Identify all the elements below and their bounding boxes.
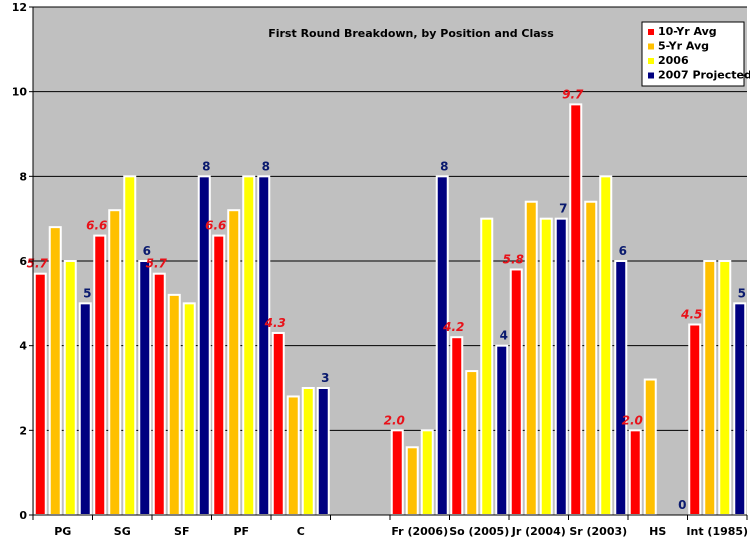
y-tick-label: 2 <box>19 424 27 437</box>
bar-2006 <box>599 175 613 516</box>
data-label-10yr: 2.0 <box>384 413 405 427</box>
bar-2007-projected <box>316 387 330 516</box>
bar-2007-projected <box>495 344 509 516</box>
x-tick-label: Sr (2003) <box>569 525 627 538</box>
bars <box>33 103 747 517</box>
data-label-2007: 0 <box>678 498 686 512</box>
y-tick-label: 12 <box>12 1 27 14</box>
bar-10-yr-avg <box>33 272 47 517</box>
data-label-2007: 4 <box>500 329 508 343</box>
data-label-10yr: 4.5 <box>680 308 702 322</box>
bar-5-yr-avg <box>227 209 241 516</box>
y-tick-label: 0 <box>19 509 27 522</box>
bar-2006 <box>182 302 196 517</box>
bar-5-yr-avg <box>167 293 181 516</box>
bar-2007-projected <box>78 302 92 517</box>
bar-2006 <box>718 260 732 516</box>
legend-entry: 5-Yr Avg <box>658 40 709 53</box>
x-tick-label: HS <box>649 525 666 538</box>
y-tick-label: 4 <box>19 340 27 353</box>
data-label-10yr: 5.8 <box>503 252 524 266</box>
bar-10-yr-avg <box>390 429 404 517</box>
x-tick-label: Int (1985) <box>686 525 748 538</box>
bar-5-yr-avg <box>108 209 122 516</box>
chart-title: First Round Breakdown, by Position and C… <box>268 27 554 40</box>
x-tick-label: SG <box>114 525 131 538</box>
bar-5-yr-avg <box>48 226 62 516</box>
data-label-2007: 8 <box>440 159 448 173</box>
data-label-10yr: 5.7 <box>27 257 49 271</box>
bar-10-yr-avg <box>509 268 523 517</box>
bar-2006 <box>242 175 256 516</box>
data-labels: 5.756.665.786.684.332.084.245.879.762.00… <box>27 87 746 512</box>
gridlines <box>33 6 747 431</box>
x-tick-label: Fr (2006) <box>391 525 448 538</box>
data-label-10yr: 4.3 <box>264 316 286 330</box>
bar-5-yr-avg <box>465 370 479 517</box>
data-label-2007: 8 <box>202 159 210 173</box>
data-label-2007: 3 <box>321 371 329 385</box>
y-tick-label: 8 <box>19 170 27 183</box>
bar-10-yr-avg <box>212 234 226 516</box>
bar-10-yr-avg <box>688 323 702 516</box>
legend-swatch <box>648 72 654 79</box>
bar-5-yr-avg <box>643 378 657 516</box>
bar-2006 <box>539 217 553 517</box>
bar-2006 <box>63 260 77 516</box>
bar-2007-projected <box>554 217 568 517</box>
bar-10-yr-avg <box>569 103 583 516</box>
data-label-2007: 5 <box>83 286 91 300</box>
data-label-2007: 6 <box>143 244 151 258</box>
bar-2007-projected <box>138 260 152 516</box>
x-tick-label: SF <box>174 525 189 538</box>
data-label-10yr: 4.2 <box>442 320 464 334</box>
bar-2006 <box>123 175 137 516</box>
data-label-2007: 7 <box>559 202 567 216</box>
legend-swatch <box>648 43 654 50</box>
legend-entry: 10-Yr Avg <box>658 25 717 38</box>
bar-10-yr-avg <box>152 272 166 517</box>
x-tick-label: PG <box>54 525 71 538</box>
data-label-10yr: 2.0 <box>622 413 643 427</box>
legend-entry: 2007 Projected <box>658 69 750 82</box>
bar-2007-projected <box>614 260 628 516</box>
y-tick-label: 10 <box>12 86 28 99</box>
bar-10-yr-avg <box>450 336 464 517</box>
bar-2007-projected <box>435 175 449 516</box>
x-tick-label: So (2005) <box>449 525 509 538</box>
x-tick-label: PF <box>233 525 249 538</box>
legend-entry: 2006 <box>658 54 689 67</box>
bar-2006 <box>420 429 434 517</box>
legend-swatch <box>648 58 654 64</box>
bar-10-yr-avg <box>628 429 642 517</box>
data-label-10yr: 5.7 <box>146 257 168 271</box>
data-label-10yr: 6.6 <box>86 219 107 233</box>
bar-10-yr-avg <box>93 234 107 516</box>
x-tick-label: C <box>297 525 305 538</box>
bar-5-yr-avg <box>584 200 598 516</box>
axes: 0 2 4 6 8 10 12 PG SG SF PF C Fr (2006) So (2005) Jr (… <box>12 1 748 538</box>
data-label-10yr: 6.6 <box>205 219 226 233</box>
bar-5-yr-avg <box>286 395 300 517</box>
bar-10-yr-avg <box>271 331 285 517</box>
bar-5-yr-avg <box>703 260 717 516</box>
legend-swatch <box>648 29 654 35</box>
data-label-2007: 5 <box>738 286 746 300</box>
bar-2007-projected <box>733 302 747 517</box>
y-tick-label: 6 <box>19 255 27 268</box>
x-tick-label: Jr (2004) <box>511 525 566 538</box>
data-label-10yr: 9.7 <box>562 87 584 101</box>
data-label-2007: 8 <box>262 159 270 173</box>
bar-2007-projected <box>257 175 271 516</box>
bar-5-yr-avg <box>524 200 538 516</box>
bar-5-yr-avg <box>405 446 419 516</box>
data-label-2007: 6 <box>619 244 627 258</box>
legend-box <box>641 21 745 87</box>
bar-2006 <box>480 217 494 517</box>
bar-2006 <box>301 387 315 516</box>
